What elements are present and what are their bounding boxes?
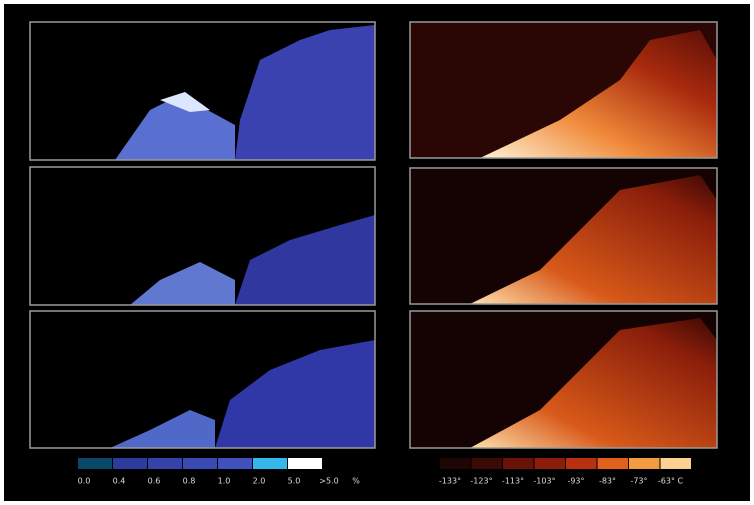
colorbar-label: 0.0 xyxy=(78,477,91,486)
colorbar-swatch xyxy=(629,458,660,469)
colorbar-swatch xyxy=(472,458,503,469)
colorbar-label: -63° C xyxy=(658,477,684,486)
colorbar-swatch xyxy=(598,458,629,469)
colorbar-swatch xyxy=(566,458,597,469)
colorbar-swatch xyxy=(503,458,534,469)
colorbar-swatch xyxy=(440,458,471,469)
colorbar-label: 2.0 xyxy=(253,477,266,486)
colorbar-label: 0.4 xyxy=(113,477,126,486)
colorbar-swatch xyxy=(661,458,692,469)
colorbar-label: 0.6 xyxy=(148,477,161,486)
colorbar-label: 1.0 xyxy=(218,477,231,486)
right-panels xyxy=(410,22,717,448)
colorbar-swatch xyxy=(253,458,287,469)
colorbar-label: -83° xyxy=(599,477,616,486)
colorbar-label: -133° xyxy=(439,477,461,486)
colorbar-label: -73° xyxy=(630,477,647,486)
colorbar-label: -123° xyxy=(470,477,492,486)
colorbar-swatch xyxy=(78,458,112,469)
colorbar-swatch xyxy=(535,458,566,469)
colorbar-swatch xyxy=(288,458,322,469)
colorbar-label: 0.8 xyxy=(183,477,196,486)
colorbar-unit: % xyxy=(352,477,360,486)
colorbar-label: -103° xyxy=(533,477,555,486)
colorbar-swatch xyxy=(183,458,217,469)
figure: 0.0 0.4 0.6 0.8 1.0 2.0 5.0 >5.0% -133° -123° -113… xyxy=(0,0,754,505)
colorbar-swatch xyxy=(148,458,182,469)
colorbar-swatch xyxy=(113,458,147,469)
colorbar-label: -93° xyxy=(567,477,584,486)
colorbar-swatch xyxy=(218,458,252,469)
colorbar-label: 5.0 xyxy=(288,477,301,486)
colorbar-label: >5.0 xyxy=(319,477,338,486)
colorbar-label: -113° xyxy=(502,477,524,486)
